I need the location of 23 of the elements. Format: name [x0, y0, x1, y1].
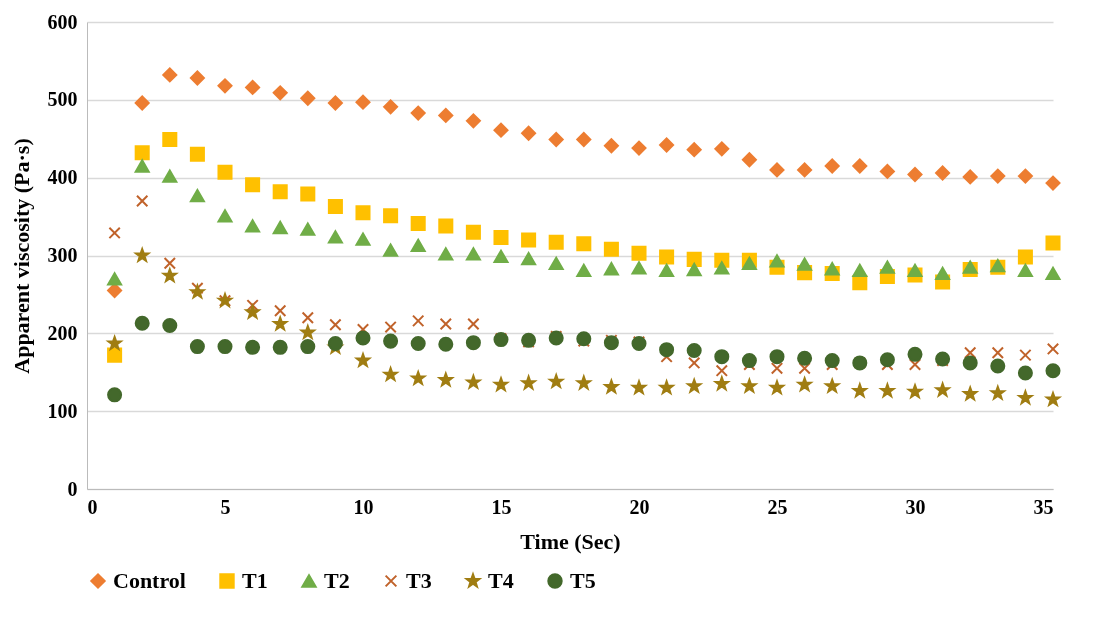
legend-label: T2	[324, 568, 350, 593]
y-tick-label: 600	[47, 10, 78, 33]
legend-label: Control	[113, 568, 186, 593]
legend-label: T1	[242, 568, 268, 593]
x-tick-label: 5	[220, 495, 231, 518]
legend-label: T3	[406, 568, 432, 593]
legend-label: T5	[570, 568, 596, 593]
x-tick-label: 20	[629, 495, 650, 518]
x-tick-label: 35	[1033, 495, 1054, 518]
y-tick-label: 200	[47, 321, 78, 344]
y-tick-label: 400	[47, 166, 78, 189]
y-tick-label: 100	[47, 399, 78, 422]
x-tick-label: 30	[905, 495, 926, 518]
x-tick-label: 15	[491, 495, 512, 518]
y-axis-title: Apparent viscosity (Pa·s)	[8, 138, 34, 374]
x-axis-title: Time (Sec)	[520, 528, 621, 554]
x-tick-label: 10	[353, 495, 374, 518]
legend-label: T4	[488, 568, 514, 593]
y-tick-label: 500	[47, 88, 78, 111]
x-tick-label: 25	[767, 495, 788, 518]
y-tick-label: 300	[47, 244, 78, 266]
x-tick-label: 0	[87, 495, 98, 518]
y-tick-label: 0	[67, 477, 78, 500]
